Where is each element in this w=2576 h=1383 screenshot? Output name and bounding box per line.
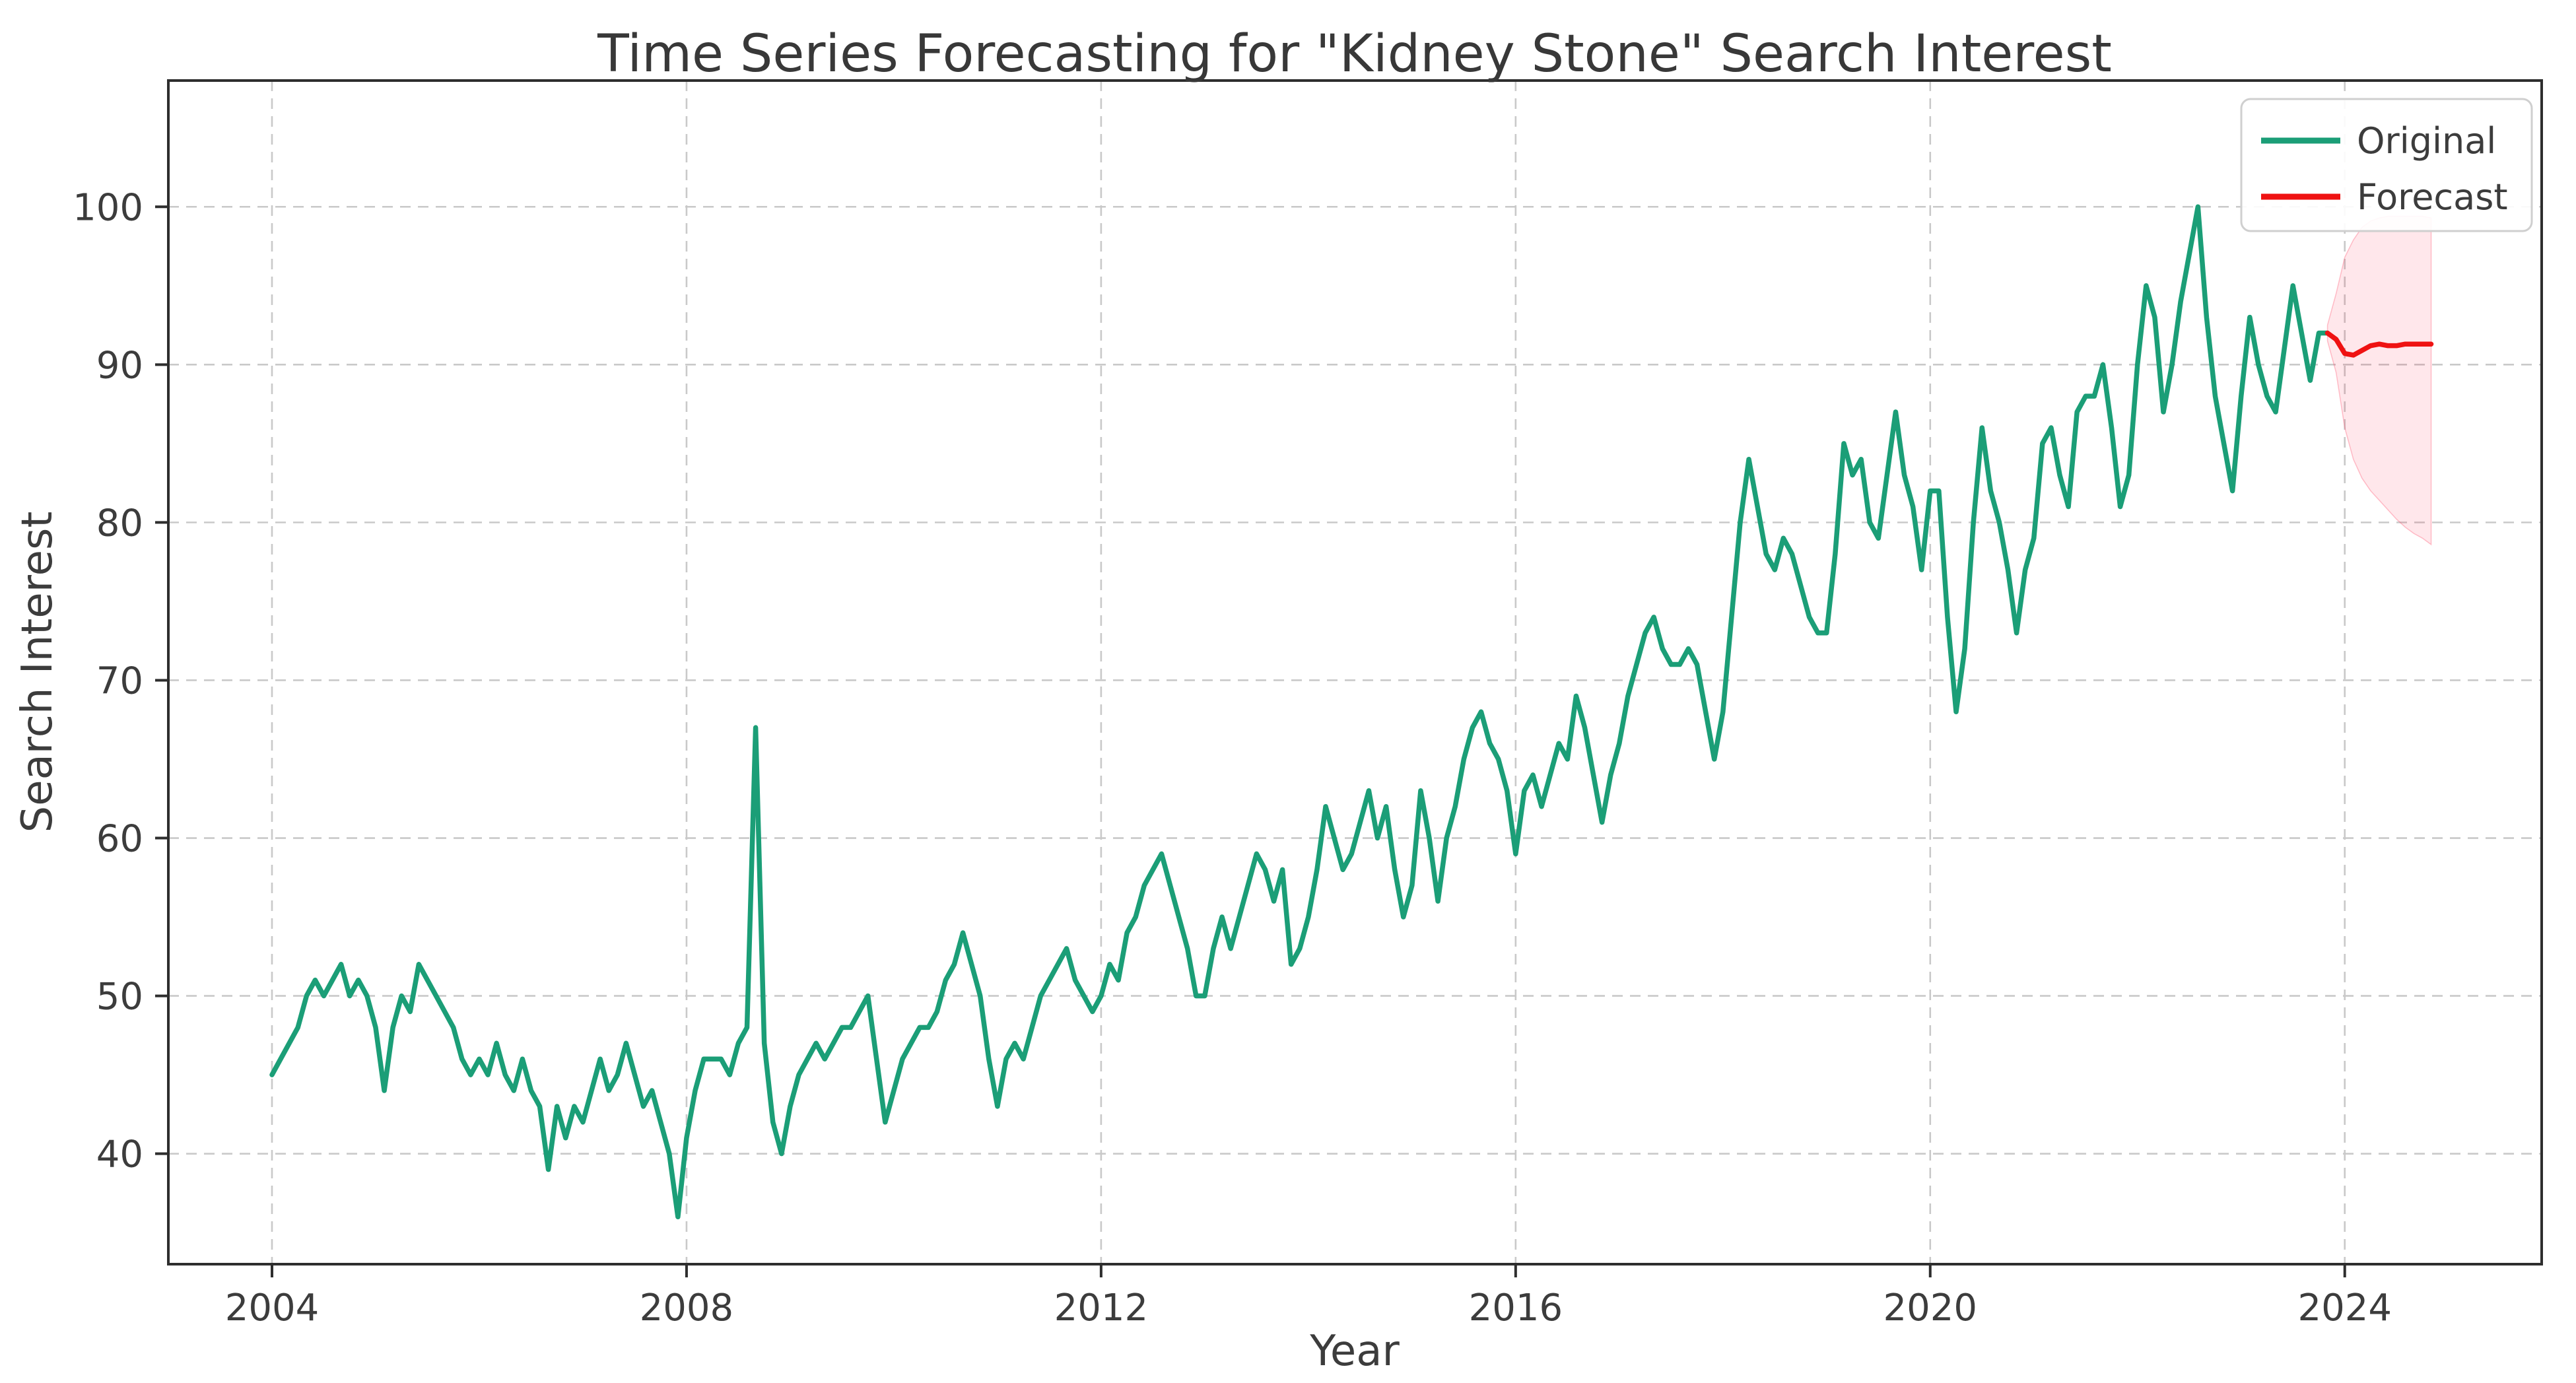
- x-tick-label: 2008: [640, 1287, 734, 1330]
- y-tick-label: 50: [96, 976, 143, 1019]
- y-tick-label: 90: [96, 344, 143, 387]
- y-tick-label: 60: [96, 818, 143, 861]
- y-tick-label: 100: [73, 186, 143, 229]
- axes-spines: [167, 79, 2543, 1265]
- gridlines: [168, 81, 2542, 1264]
- x-tick-label: 2016: [1469, 1287, 1563, 1330]
- x-axis-label: Year: [1309, 1327, 1400, 1376]
- series-lines: [269, 204, 2434, 1220]
- legend-forecast-label: Forecast: [2357, 176, 2508, 218]
- x-tick-label: 2020: [1883, 1287, 1978, 1330]
- original-line: [269, 204, 2330, 1220]
- y-axis-label: Search Interest: [13, 512, 62, 833]
- y-tick-label: 40: [96, 1133, 143, 1176]
- tick-marks-and-labels: 2004 2008 2012 2016 2020 2024 40 50 60 70 80 90 100: [73, 186, 2392, 1330]
- chart-title: Time Series Forecasting for "Kidney Ston…: [597, 24, 2112, 84]
- confidence-band: [2326, 215, 2432, 546]
- x-tick-label: 2012: [1054, 1287, 1149, 1330]
- legend-original-label: Original: [2357, 120, 2496, 162]
- forecast-confidence-band: [2326, 215, 2432, 546]
- x-tick-label: 2024: [2297, 1287, 2392, 1330]
- y-tick-label: 80: [96, 502, 143, 545]
- forecast-line: [2324, 330, 2434, 358]
- x-tick-label: 2004: [225, 1287, 320, 1330]
- legend: Original Forecast: [2240, 98, 2533, 232]
- y-tick-label: 70: [96, 659, 143, 702]
- axes-box: [167, 79, 2543, 1265]
